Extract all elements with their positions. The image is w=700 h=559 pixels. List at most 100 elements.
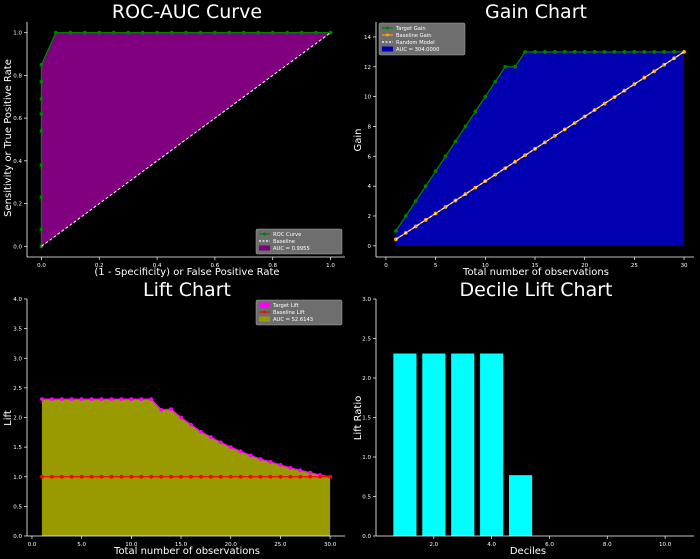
roc-point-roc-curve-19 xyxy=(198,30,203,35)
gain-y-tick-label: 8 xyxy=(368,124,372,130)
lift-point-target-lift-23 xyxy=(268,460,273,464)
lift-x-tick-label: 5.0 xyxy=(77,542,86,548)
roc-point-roc-curve-3 xyxy=(39,163,44,168)
lift-y-tick-label: 4.0 xyxy=(13,297,22,303)
roc-auc-panel: 0.0 0.2 0.4 0.6 0.8 1.0 0.0 0.2 0.4 0.6 0.8 1.0 ROC… xyxy=(3,1,345,278)
decile-y-tick-label: 3.0 xyxy=(362,297,371,303)
lift-point-target-lift-24 xyxy=(278,463,283,467)
roc-point-roc-curve-20 xyxy=(213,30,217,35)
decile-lift-panel: 2.0 4.0 6.0 8.0 10.0 0.0 0.5 1.0 1.5 2.0 2.5 3.0 De… xyxy=(353,279,694,557)
roc-point-roc-curve-17 xyxy=(169,30,174,35)
gain-point-target-gain-3 xyxy=(423,184,428,189)
gain-x-tick-label: 15 xyxy=(532,263,539,269)
roc-point-roc-curve-6 xyxy=(39,97,44,101)
roc-x-axis-label: (1 - Specificity) or False Positive Rate xyxy=(94,267,279,278)
gain-point-target-gain-11 xyxy=(503,64,508,69)
roc-y-tick-label: 0.2 xyxy=(13,202,22,208)
lift-y-tick-label: 2.0 xyxy=(13,416,22,422)
roc-point-roc-curve-16 xyxy=(155,30,159,35)
roc-legend-label-auc-0-9955: AUC = 0.9955 xyxy=(273,246,310,252)
roc-x-tick-label: 0.2 xyxy=(95,263,104,269)
lift-point-baseline-lift-1 xyxy=(49,474,54,479)
lift-y-tick-label: 3.0 xyxy=(13,356,22,362)
gain-x-tick-label: 20 xyxy=(581,263,588,269)
lift-point-target-lift-10 xyxy=(139,397,144,402)
roc-x-tick-label: 0.4 xyxy=(153,263,162,269)
roc-point-roc-curve-12 xyxy=(97,30,102,35)
roc-point-roc-curve-27 xyxy=(314,30,318,35)
lift-point-target-lift-3 xyxy=(69,397,74,402)
gain-area-fill xyxy=(395,51,685,246)
lift-point-target-lift-1 xyxy=(49,397,54,402)
lift-point-target-lift-16 xyxy=(199,429,203,434)
decile-x-tick-label: 6.0 xyxy=(545,542,554,548)
roc-point-roc-curve-4 xyxy=(39,129,44,133)
gain-point-target-gain-4 xyxy=(433,169,438,174)
lift-point-baseline-lift-17 xyxy=(208,474,213,479)
roc-point-roc-curve-10 xyxy=(68,30,73,35)
roc-point-roc-curve-13 xyxy=(111,30,116,35)
gain-point-target-gain-13 xyxy=(523,49,527,54)
lift-point-baseline-lift-22 xyxy=(258,474,263,479)
decile-bar-5 xyxy=(508,475,533,536)
lift-x-tick-label: 0.0 xyxy=(28,542,37,548)
decile-x-axis-label: Deciles xyxy=(510,546,546,557)
lift-point-target-lift-2 xyxy=(59,397,64,402)
gain-point-target-gain-20 xyxy=(592,49,597,54)
lift-point-target-lift-15 xyxy=(189,422,193,427)
lift-x-tick-label: 30.0 xyxy=(324,542,337,548)
gain-point-target-gain-26 xyxy=(652,49,657,54)
roc-point-roc-curve-2 xyxy=(39,195,44,200)
roc-point-roc-curve-23 xyxy=(256,30,261,35)
gain-point-target-gain-17 xyxy=(562,49,567,54)
roc-point-roc-curve-9 xyxy=(54,30,58,35)
gain-point-target-gain-27 xyxy=(662,49,667,54)
decile-y-tick-label: 0.5 xyxy=(362,495,371,501)
lift-point-baseline-lift-27 xyxy=(308,474,313,479)
lift-chart-title: Lift Chart xyxy=(143,279,231,301)
gain-legend-label-target-gain: Target Gain xyxy=(395,26,426,32)
roc-point-roc-curve-28 xyxy=(328,30,333,35)
gain-point-target-gain-19 xyxy=(582,49,587,54)
gain-y-axis-label: Gain xyxy=(353,129,364,152)
roc-y-tick-label: 0.6 xyxy=(13,116,22,122)
gain-y-tick-label: 0 xyxy=(368,244,372,250)
roc-legend-label-baseline: Baseline xyxy=(273,239,295,245)
gain-point-target-gain-6 xyxy=(453,139,458,144)
decile-bar-1 xyxy=(393,353,417,536)
gain-point-target-gain-1 xyxy=(403,214,408,218)
lift-point-baseline-lift-3 xyxy=(69,474,74,479)
lift-legend-label-auc-52-6143: AUC = 52.6143 xyxy=(273,317,313,323)
gain-y-tick-label: 12 xyxy=(364,65,371,71)
lift-x-tick-label: 25.0 xyxy=(274,542,287,548)
gain-point-target-gain-8 xyxy=(473,109,478,114)
roc-point-roc-curve-1 xyxy=(39,227,44,232)
lift-point-baseline-lift-0 xyxy=(40,474,44,479)
gain-point-target-gain-25 xyxy=(642,49,647,54)
lift-y-tick-label: 1.5 xyxy=(13,445,22,451)
lift-x-tick-label: 15.0 xyxy=(175,542,188,548)
lift-y-axis-label: Lift xyxy=(3,410,14,426)
lift-point-target-lift-22 xyxy=(258,457,263,461)
gain-point-target-gain-15 xyxy=(543,49,547,54)
gain-point-target-gain-2 xyxy=(413,199,418,203)
gain-point-target-gain-10 xyxy=(493,79,498,84)
gain-x-tick-label: 0 xyxy=(384,263,388,269)
lift-point-baseline-lift-8 xyxy=(119,474,124,479)
decile-chart-title: Decile Lift Chart xyxy=(460,279,613,301)
gain-plot-area: 0 5 10 15 20 25 30 0 2 4 6 8 10 12 14 xyxy=(364,22,694,269)
roc-point-roc-curve-11 xyxy=(82,30,87,35)
lift-legend-swatch-auc-52-6143 xyxy=(259,316,270,322)
lift-point-target-lift-4 xyxy=(79,397,84,402)
lift-legend-marker-baseline-lift xyxy=(263,310,266,314)
lift-point-baseline-lift-29 xyxy=(328,474,332,479)
gain-legend-box xyxy=(378,22,466,56)
lift-chart-panel: 0.0 5.0 10.0 15.0 20.0 25.0 30.0 0.0 0.5 1.0 1.5 2.… xyxy=(3,279,345,557)
lift-point-baseline-lift-10 xyxy=(139,474,144,479)
gain-y-tick-label: 6 xyxy=(368,154,372,160)
lift-point-target-lift-7 xyxy=(109,397,114,402)
gain-legend-marker-target-gain xyxy=(386,26,389,30)
decile-y-tick-label: 0.0 xyxy=(362,534,371,540)
